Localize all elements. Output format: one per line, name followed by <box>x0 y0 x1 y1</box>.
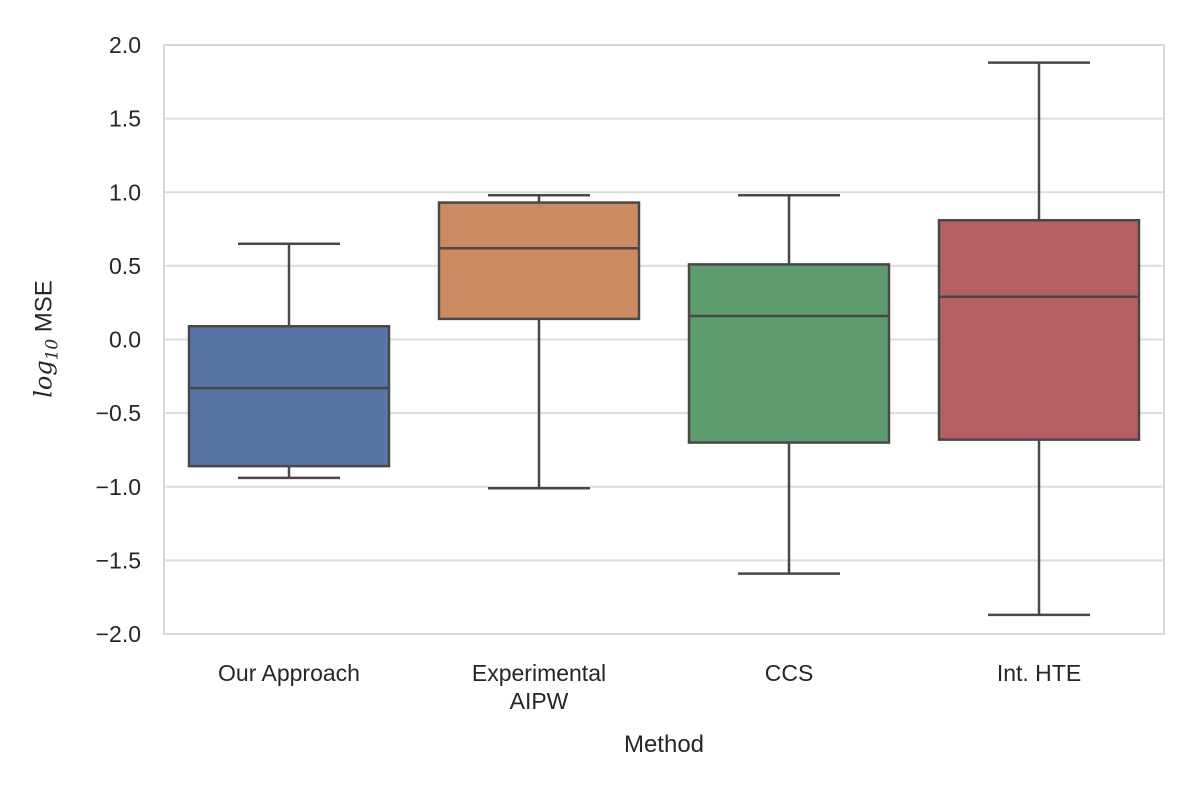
y-tick-label: 0.5 <box>109 253 141 279</box>
x-axis-label: Method <box>623 731 705 758</box>
x-category-label: AIPW <box>510 688 569 714</box>
y-tick-label: 2.0 <box>109 32 141 58</box>
x-category-label: Experimental <box>472 660 606 686</box>
box-ccs <box>687 263 891 444</box>
box-int-hte <box>937 218 1141 441</box>
box-our-approach <box>187 324 391 468</box>
y-tick-label: 1.0 <box>109 179 141 205</box>
y-tick-label: −0.5 <box>96 400 141 426</box>
x-category-label: CCS <box>765 660 814 686</box>
y-tick-label: −1.5 <box>96 547 141 573</box>
y-axis-label: log10 MSE <box>29 280 62 398</box>
y-tick-label: 1.5 <box>109 106 141 132</box>
y-axis-label-log: log <box>29 360 58 398</box>
x-category-label: Our Approach <box>218 660 360 686</box>
x-category-label: Int. HTE <box>997 660 1081 686</box>
plot-border <box>163 44 1165 635</box>
y-tick-label: 0.0 <box>109 327 141 353</box>
y-tick-label: −2.0 <box>96 621 141 647</box>
y-axis-label-mse: MSE <box>30 280 58 339</box>
box-experimental-aipw <box>437 201 641 321</box>
y-tick-label: −1.0 <box>96 474 141 500</box>
y-axis-label-subscript: 10 <box>41 338 62 361</box>
